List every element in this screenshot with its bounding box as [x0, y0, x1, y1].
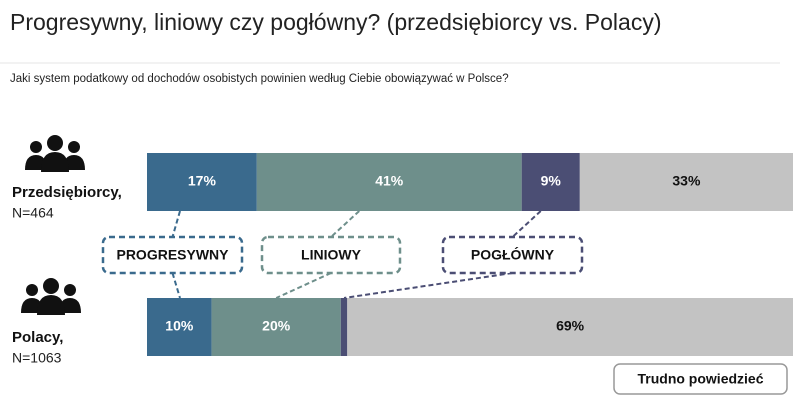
value-label: 20% [262, 318, 291, 334]
legend-box [441, 235, 584, 275]
legend-box [101, 235, 244, 275]
bar-segment [211, 298, 341, 356]
legend-box [260, 235, 402, 275]
icon-people [25, 135, 85, 172]
sample-size: N=464 [12, 205, 54, 221]
value-label: 10% [165, 318, 194, 334]
bar-segment [340, 298, 348, 356]
legend-label: PROGRESYWNY [116, 247, 229, 263]
legend-label: Trudno powiedzieć [637, 371, 763, 387]
bar-segment [147, 153, 257, 211]
value-label: 41% [375, 173, 404, 189]
category-label: Polacy, [12, 329, 63, 346]
connector [330, 210, 360, 238]
connector [275, 272, 332, 299]
bar-segment [347, 298, 793, 356]
connector [171, 272, 181, 299]
bar-segment [147, 298, 212, 356]
value-label: 17% [188, 173, 217, 189]
subtitle: Jaki system podatkowy od dochodów osobis… [10, 73, 509, 85]
legend-label: POGŁÓWNY [471, 246, 555, 263]
bar-segment [256, 153, 522, 211]
legend-label: LINIOWY [301, 247, 362, 263]
value-label: 9% [541, 173, 562, 189]
value-label: 69% [556, 318, 585, 334]
connector [343, 272, 513, 299]
category-label: Przedsiębiorcy, [12, 184, 122, 201]
value-label: 33% [672, 173, 701, 189]
chart-title: Progresywny, liniowy czy pogłówny? (prze… [10, 9, 661, 35]
connector [511, 210, 542, 238]
bar-segment [521, 153, 580, 211]
connector [171, 210, 181, 238]
sample-size: N=1063 [12, 350, 62, 366]
bar-segment [579, 153, 793, 211]
legend-box [613, 363, 788, 395]
icon-people [21, 278, 81, 315]
